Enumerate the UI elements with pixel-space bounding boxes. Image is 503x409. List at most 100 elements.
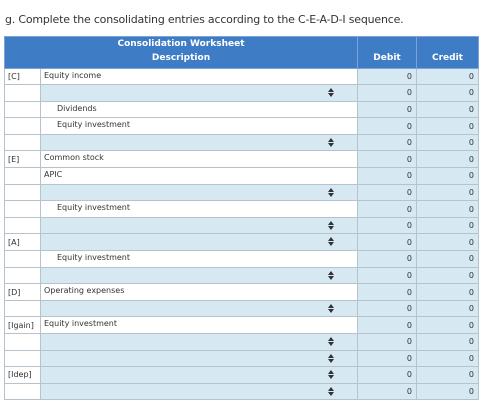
entry-label (4, 183, 41, 202)
credit-input[interactable]: 0 (416, 316, 479, 334)
worksheet-row: [C] Equity income 0 0 (4, 67, 479, 86)
worksheet-row: [Idep] 0 0 (4, 366, 479, 384)
credit-input[interactable]: 0 (416, 366, 479, 384)
credit-input[interactable]: 0 (416, 283, 479, 301)
entry-label: [E] (4, 150, 41, 169)
credit-input[interactable]: 0 (416, 167, 479, 185)
credit-input[interactable]: 0 (416, 150, 479, 169)
column-header-debit: Debit (357, 51, 417, 69)
worksheet-row: Dividends 0 0 (4, 100, 479, 119)
account-name-cell: Equity investment (40, 200, 358, 218)
credit-input[interactable]: 0 (416, 266, 479, 285)
entry-label: [A] (4, 233, 41, 252)
debit-input[interactable]: 0 (357, 84, 417, 102)
sort-arrows-icon[interactable] (328, 187, 334, 198)
credit-input[interactable]: 0 (416, 133, 479, 152)
debit-input[interactable]: 0 (357, 349, 417, 368)
worksheet-row: [A] 0 0 (4, 233, 479, 252)
debit-input[interactable]: 0 (357, 200, 417, 218)
entry-label (4, 299, 41, 318)
sort-arrows-icon[interactable] (328, 137, 334, 148)
credit-input[interactable]: 0 (416, 382, 479, 401)
debit-input[interactable]: 0 (357, 233, 417, 252)
account-name: Equity income (44, 70, 102, 80)
credit-input[interactable]: 0 (416, 299, 479, 318)
header-spacer-credit (416, 36, 479, 51)
debit-input[interactable]: 0 (357, 150, 417, 169)
credit-input[interactable]: 0 (416, 216, 479, 235)
debit-input[interactable]: 0 (357, 266, 417, 285)
sort-arrows-icon[interactable] (328, 88, 334, 98)
credit-input[interactable]: 0 (416, 67, 479, 86)
worksheet-row: Equity investment 0 0 (4, 250, 479, 268)
account-name: APIC (44, 170, 63, 180)
account-select[interactable] (40, 216, 358, 235)
debit-input[interactable]: 0 (357, 167, 417, 185)
credit-input[interactable]: 0 (416, 117, 479, 135)
entry-label (4, 100, 41, 119)
sort-arrows-icon[interactable] (328, 237, 334, 247)
credit-input[interactable]: 0 (416, 250, 479, 268)
entry-label (4, 333, 41, 351)
worksheet-row: APIC 0 0 (4, 167, 479, 185)
account-select[interactable] (40, 233, 358, 252)
sort-arrows-icon[interactable] (328, 353, 334, 364)
worksheet-row: Equity investment 0 0 (4, 117, 479, 135)
header-spacer-debit (357, 36, 417, 51)
account-select[interactable] (40, 333, 358, 351)
account-select[interactable] (40, 366, 358, 384)
account-name-cell: Operating expenses (40, 283, 358, 301)
credit-input[interactable]: 0 (416, 200, 479, 218)
debit-input[interactable]: 0 (357, 216, 417, 235)
debit-input[interactable]: 0 (357, 67, 417, 86)
worksheet-row: [Igain] Equity investment 0 0 (4, 316, 479, 334)
debit-input[interactable]: 0 (357, 250, 417, 268)
sort-arrows-icon[interactable] (328, 370, 334, 380)
credit-input[interactable]: 0 (416, 349, 479, 368)
debit-input[interactable]: 0 (357, 366, 417, 384)
debit-input[interactable]: 0 (357, 183, 417, 202)
entry-label (4, 117, 41, 135)
debit-input[interactable]: 0 (357, 283, 417, 301)
account-select[interactable] (40, 266, 358, 285)
sort-arrows-icon[interactable] (328, 303, 334, 314)
sort-arrows-icon[interactable] (328, 220, 334, 231)
debit-input[interactable]: 0 (357, 333, 417, 351)
credit-input[interactable]: 0 (416, 183, 479, 202)
credit-input[interactable]: 0 (416, 333, 479, 351)
account-name: Equity investment (57, 203, 131, 213)
account-select[interactable] (40, 382, 358, 401)
credit-input[interactable]: 0 (416, 84, 479, 102)
account-name-cell: Dividends (40, 100, 358, 119)
account-name-cell: Common stock (40, 150, 358, 169)
sort-arrows-icon[interactable] (328, 270, 334, 281)
debit-input[interactable]: 0 (357, 299, 417, 318)
debit-input[interactable]: 0 (357, 117, 417, 135)
credit-input[interactable]: 0 (416, 100, 479, 119)
debit-input[interactable]: 0 (357, 316, 417, 334)
sort-arrows-icon[interactable] (328, 337, 334, 347)
entry-label: [C] (4, 67, 41, 86)
debit-input[interactable]: 0 (357, 100, 417, 119)
account-select[interactable] (40, 133, 358, 152)
debit-input[interactable]: 0 (357, 133, 417, 152)
entry-label (4, 167, 41, 185)
sort-arrows-icon[interactable] (328, 386, 334, 397)
account-select[interactable] (40, 84, 358, 102)
account-select[interactable] (40, 299, 358, 318)
account-select[interactable] (40, 183, 358, 202)
account-name-cell: APIC (40, 167, 358, 185)
credit-input[interactable]: 0 (416, 233, 479, 252)
entry-label (4, 133, 41, 152)
column-header-credit: Credit (416, 51, 479, 69)
debit-input[interactable]: 0 (357, 382, 417, 401)
account-name-cell: Equity investment (40, 117, 358, 135)
account-select[interactable] (40, 349, 358, 368)
